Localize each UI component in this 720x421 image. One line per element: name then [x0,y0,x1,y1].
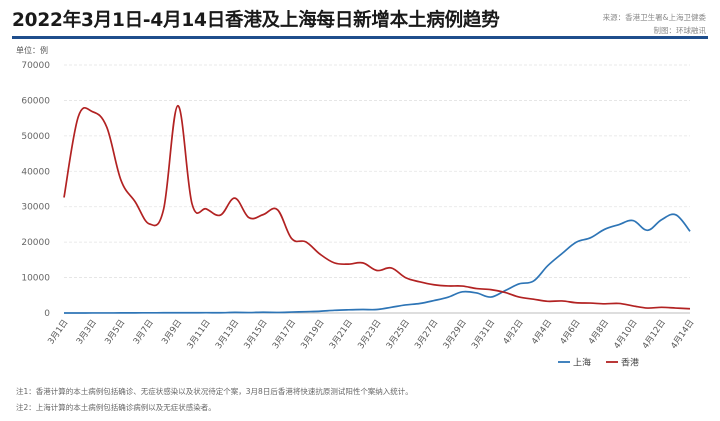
series-line-shanghai [63,213,691,314]
x-tick-label: 4月2日 [502,318,526,347]
x-tick-label: 4月6日 [558,318,582,347]
title-rule [12,36,708,39]
x-tick-label: 3月29日 [442,318,469,351]
x-tick-label: 3月19日 [299,318,326,351]
note-2: 注2：上海计算的本土病例包括确诊病例以及无症状感染者。 [16,403,216,412]
x-tick-label: 3月5日 [103,318,127,347]
x-tick-label: 3月23日 [356,318,383,351]
x-tick-label: 3月7日 [132,318,156,347]
x-tick-label: 3月1日 [46,318,70,347]
legend-label: 香港 [621,357,639,369]
y-tick-label: 50000 [21,132,50,142]
source-credits: 来源：香港卫生署&上海卫健委 制图：环球融讯 [603,11,706,37]
y-tick-label: 70000 [21,61,50,71]
x-tick-label: 3月17日 [271,318,298,351]
y-tick-label: 60000 [21,96,50,106]
x-tick-label: 3月3日 [75,318,99,347]
y-tick-label: 10000 [21,274,50,284]
y-tick-label: 40000 [21,167,50,177]
chart-title: 2022年3月1日-4月14日香港及上海每日新增本土病例趋势 [12,10,500,31]
x-tick-label: 3月21日 [328,318,355,351]
x-tick-label: 4月14日 [669,318,696,351]
x-tick-label: 4月8日 [587,318,611,347]
x-tick-label: 4月10日 [612,318,639,351]
x-tick-label: 3月9日 [160,318,184,347]
series-line-hongkong [63,104,691,310]
x-tick-label: 4月12日 [641,318,668,351]
x-tick-label: 3月27日 [413,318,440,351]
y-tick-label: 30000 [21,203,50,213]
unit-label: 单位：例 [16,46,48,55]
note-1: 注1：香港计算的本土病例包括确诊、无症状感染以及状况待定个案，3月8日后香港将快… [16,387,413,396]
x-tick-label: 3月31日 [470,318,497,351]
legend-label: 上海 [573,357,591,369]
y-tick-label: 0 [44,309,50,319]
notes: 注1：香港计算的本土病例包括确诊、无症状感染以及状况待定个案，3月8日后香港将快… [16,384,413,416]
x-tick-label: 3月11日 [185,318,212,351]
x-tick-label: 3月13日 [214,318,241,351]
x-tick-label: 3月25日 [385,318,412,351]
y-tick-label: 20000 [21,238,50,248]
credit-line: 制图：环球融讯 [653,26,707,35]
x-tick-label: 4月4日 [530,318,554,347]
source-line: 来源：香港卫生署&上海卫健委 [602,13,706,22]
x-tick-label: 3月15日 [242,318,269,351]
